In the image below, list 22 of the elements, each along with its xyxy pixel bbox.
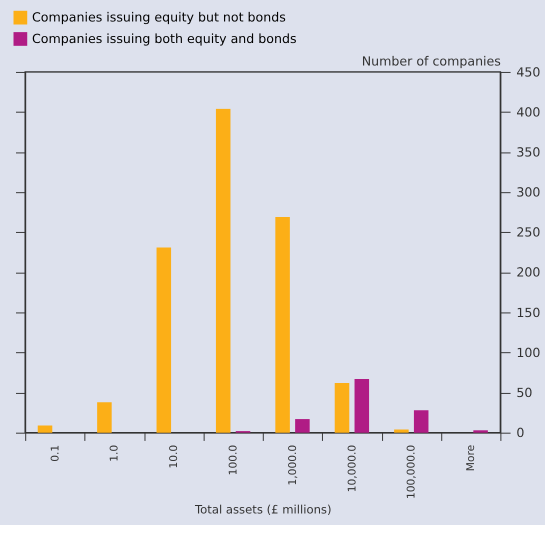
x-axis-title: Total assets (£ millions) bbox=[194, 502, 332, 517]
y-tick-label: 200 bbox=[516, 264, 540, 280]
y-tick-label: 0 bbox=[516, 425, 524, 440]
y-tick-label: 100 bbox=[516, 344, 540, 360]
x-tick-label: 1.0 bbox=[108, 444, 121, 462]
y-tick-label: 400 bbox=[516, 104, 540, 120]
x-tick-label: 0.1 bbox=[48, 444, 62, 462]
y-tick-label: 300 bbox=[516, 184, 540, 200]
legend-label: Companies issuing both equity and bonds bbox=[32, 30, 297, 46]
y-tick-label: 450 bbox=[516, 64, 540, 80]
y-tick-label: 50 bbox=[516, 384, 532, 400]
y-axis-title: Number of companies bbox=[362, 54, 501, 69]
x-tick-label: 10.0 bbox=[167, 444, 180, 469]
y-tick-label: 350 bbox=[516, 144, 540, 160]
x-tick-label: 100,000.0 bbox=[404, 444, 418, 500]
x-tick-label: More bbox=[464, 444, 478, 472]
x-tick-label: 10,000.0 bbox=[345, 444, 358, 492]
y-tick-label: 250 bbox=[516, 224, 540, 240]
x-tick-label: 100.0 bbox=[226, 444, 240, 476]
x-tick-label: 1,000.0 bbox=[286, 444, 299, 486]
legend-label: Companies issuing equity but not bonds bbox=[32, 10, 286, 25]
y-tick-label: 150 bbox=[516, 304, 540, 320]
